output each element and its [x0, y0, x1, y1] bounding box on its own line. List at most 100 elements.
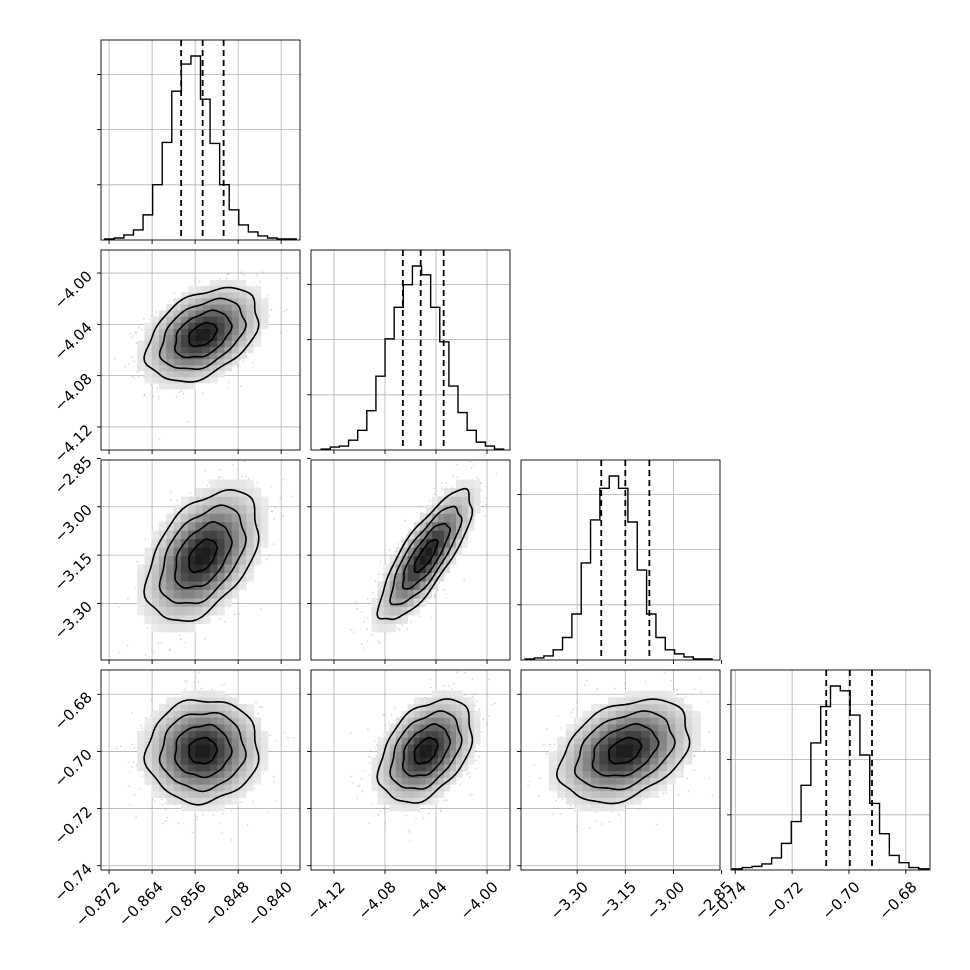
density-cell [195, 340, 203, 348]
scatter-point [202, 392, 204, 395]
scatter-point [353, 631, 356, 633]
density-cell [188, 316, 196, 323]
density-cell [231, 304, 240, 311]
density-cell [151, 334, 160, 341]
density-cell [253, 538, 262, 548]
scatter-point [143, 394, 145, 397]
density-cell [395, 555, 402, 565]
density-cell [144, 589, 153, 599]
scatter-point [272, 543, 275, 545]
scatter-point [228, 272, 230, 275]
density-cell [413, 598, 421, 607]
density-cell [180, 530, 189, 540]
density-cell [137, 364, 145, 372]
density-cell [389, 581, 396, 590]
density-cell [419, 598, 427, 607]
density-cell [151, 358, 160, 366]
scatter-point [222, 813, 224, 815]
density-cell [224, 513, 233, 523]
density-cell [180, 623, 189, 633]
scatter-point [156, 387, 158, 389]
density-cell [246, 310, 254, 317]
density-cell [395, 598, 402, 607]
density-cell [253, 488, 262, 497]
scatter-point [126, 644, 129, 647]
scatter-point [374, 580, 377, 582]
scatter-point [119, 652, 121, 654]
scatter-point [406, 534, 409, 537]
scatter-point [406, 628, 408, 630]
density-cell [166, 334, 174, 341]
scatter-point [218, 469, 221, 471]
scatter-panel: −0.872−0.864−0.856−0.848−0.840−0.74−0.72… [51, 669, 301, 930]
scatter-point [481, 505, 484, 507]
histogram-panel: −0.74 −0.72 −0.70 −0.68 [705, 669, 931, 923]
density-contour [158, 504, 247, 605]
density-cell [239, 346, 247, 354]
scatter-point [456, 476, 459, 479]
density-cell [462, 504, 469, 514]
density-cell [217, 572, 225, 582]
density-cell [209, 521, 218, 531]
density-cell [419, 572, 427, 582]
density-cell [195, 504, 203, 514]
density-cell [166, 589, 174, 599]
density-cell [260, 521, 269, 531]
density-cell [209, 298, 218, 305]
density-cell [188, 310, 196, 317]
scatter-point [366, 640, 369, 643]
scatter-point [379, 560, 382, 563]
density-cell [180, 615, 189, 624]
density-cell [159, 352, 167, 360]
density-cell [180, 496, 189, 506]
scatter-point [480, 482, 483, 485]
density-cell [413, 547, 421, 557]
density-cell [389, 555, 396, 565]
density-cell [239, 280, 247, 287]
density-cell [253, 298, 262, 305]
scatter-point [377, 573, 380, 575]
panel-frame [100, 39, 301, 241]
density-cell [443, 564, 451, 574]
density-cell [137, 581, 145, 590]
density-cell [455, 496, 463, 506]
scatter-point [153, 651, 155, 654]
density-cell [202, 538, 211, 548]
density-cell [383, 564, 390, 574]
density-cell [144, 377, 153, 384]
density-cell [239, 530, 247, 540]
scatter-point [155, 311, 158, 313]
scatter-point [143, 318, 145, 320]
density-cell [231, 547, 240, 557]
density-cell [159, 598, 167, 607]
scatter-point [242, 605, 245, 607]
density-cell [144, 352, 153, 360]
density-cell [253, 304, 262, 311]
scatter-point [162, 822, 164, 825]
scatter-point [275, 740, 277, 743]
density-cell [188, 623, 196, 633]
panel-frame [520, 459, 721, 661]
density-cell [239, 564, 247, 574]
density-cell [239, 521, 247, 531]
density-cell [419, 530, 427, 540]
density-cell [425, 521, 433, 531]
density-cell [231, 334, 240, 341]
density-cell [202, 298, 211, 305]
density-cell [437, 521, 445, 531]
density-cell [407, 564, 415, 574]
density-cell [202, 496, 211, 506]
density-cell [166, 530, 174, 540]
density-cell [188, 504, 196, 514]
density-cell [383, 598, 390, 607]
density-cell [137, 598, 145, 607]
density-cell [202, 589, 211, 599]
scatter-point [348, 660, 350, 662]
density-cell [449, 513, 457, 523]
panel-frame [100, 459, 301, 661]
density-cell [217, 581, 225, 590]
density-cell [180, 521, 189, 531]
scatter-point [282, 515, 284, 517]
scatter-point [227, 386, 230, 389]
density-cell [217, 322, 225, 329]
